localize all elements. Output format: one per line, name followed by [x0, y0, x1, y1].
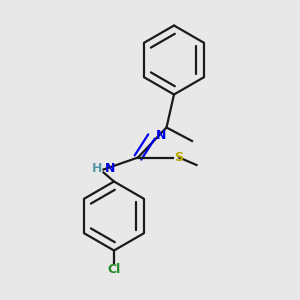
Text: S: S — [174, 151, 183, 164]
Text: N: N — [105, 161, 116, 175]
Text: H: H — [92, 161, 102, 175]
Text: Cl: Cl — [107, 263, 121, 276]
Text: N: N — [155, 129, 166, 142]
